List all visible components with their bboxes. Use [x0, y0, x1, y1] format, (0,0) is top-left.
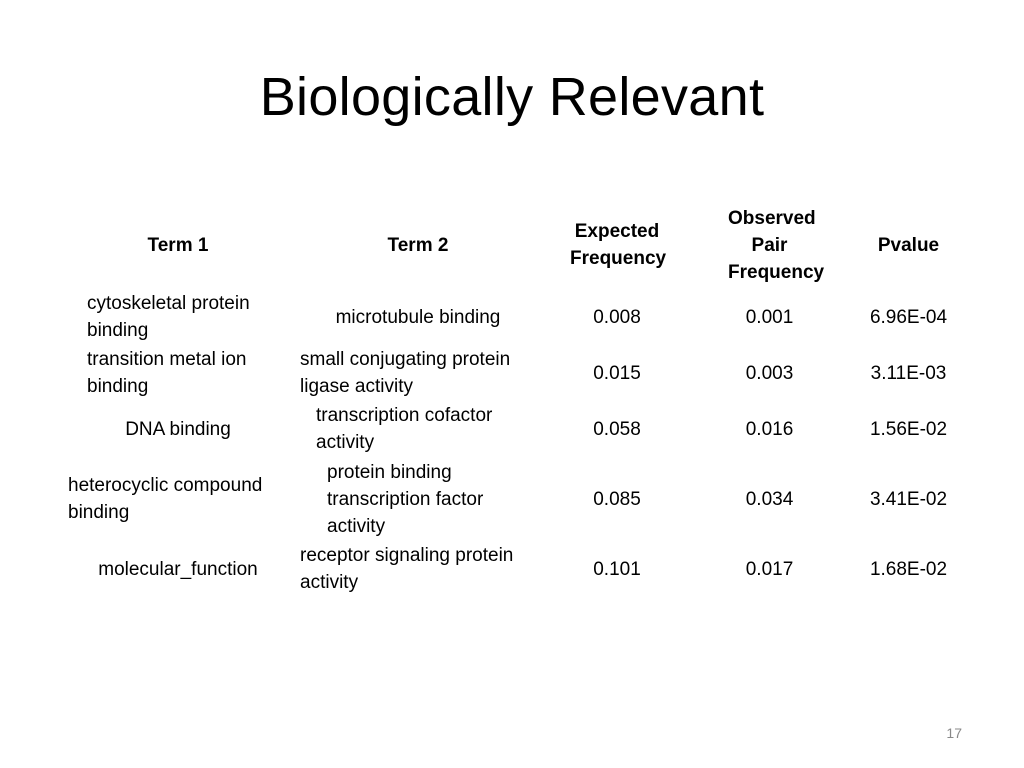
cell-observed-pair-frequency: 0.016: [745, 418, 794, 440]
cell-observed-pair-frequency: 0.001: [745, 306, 794, 328]
page-number: 17: [946, 725, 962, 741]
cell-term-2-text: small conjugating protein ligase activit…: [300, 349, 511, 397]
cell-term-2-text: microtubule binding: [335, 306, 501, 328]
cell-pvalue: 1.56E-02: [869, 418, 948, 440]
header-term-2: Term 2: [387, 234, 449, 256]
results-table: Term 1 Term 2 Expected Frequency Observe…: [62, 201, 970, 597]
cell-term-1: cytoskeletal protein binding: [62, 289, 294, 345]
table-row: transition metal ion binding small conju…: [62, 345, 970, 401]
cell-expected-frequency: 0.008: [593, 306, 641, 328]
header-pvalue: Pvalue: [877, 234, 940, 256]
results-table-container: Term 1 Term 2 Expected Frequency Observe…: [62, 201, 970, 597]
cell-term-1: DNA binding: [62, 401, 294, 457]
cell-term-2: small conjugating protein ligase activit…: [294, 345, 542, 401]
table-header: Term 1 Term 2 Expected Frequency Observe…: [62, 201, 970, 289]
header-observed-pair-frequency: Observed Pair Frequency: [728, 207, 825, 283]
table-row: DNA binding transcription cofactor activ…: [62, 401, 970, 457]
slide-title: Biologically Relevant: [259, 67, 765, 127]
cell-term-1-text: transition metal ion binding: [87, 349, 247, 397]
cell-observed-pair-frequency: 0.003: [745, 362, 794, 384]
cell-expected-frequency: 0.058: [593, 418, 641, 440]
cell-term-1-text: cytoskeletal protein binding: [87, 293, 250, 341]
header-expected-frequency: Expected Frequency: [570, 221, 667, 269]
cell-term-2-text: transcription cofactor activity: [316, 405, 493, 453]
cell-term-2-text: receptor signaling protein activity: [300, 545, 514, 593]
cell-pvalue: 3.11E-03: [870, 362, 947, 384]
cell-term-1: heterocyclic compound binding: [62, 457, 294, 541]
cell-term-2-text: protein binding transcription factor act…: [327, 461, 484, 537]
cell-term-1: transition metal ion binding: [62, 345, 294, 401]
cell-pvalue: 3.41E-02: [869, 488, 948, 510]
cell-pvalue: 6.96E-04: [869, 306, 948, 328]
header-term-1: Term 1: [147, 234, 209, 256]
cell-observed-pair-frequency: 0.017: [745, 558, 794, 580]
cell-expected-frequency: 0.015: [593, 362, 641, 384]
cell-term-1-text: molecular_function: [98, 558, 258, 580]
cell-term-2: transcription cofactor activity: [294, 401, 542, 457]
cell-observed-pair-frequency: 0.034: [745, 488, 794, 510]
cell-term-1-text: DNA binding: [125, 418, 231, 440]
cell-term-2: receptor signaling protein activity: [294, 541, 542, 597]
cell-term-1-text: heterocyclic compound binding: [68, 475, 263, 523]
cell-term-2: microtubule binding: [294, 289, 542, 345]
cell-expected-frequency: 0.085: [593, 488, 641, 510]
cell-pvalue: 1.68E-02: [869, 558, 948, 580]
table-row: molecular_function receptor signaling pr…: [62, 541, 970, 597]
cell-expected-frequency: 0.101: [593, 558, 641, 580]
cell-term-2: protein binding transcription factor act…: [294, 457, 542, 541]
table-row: heterocyclic compound binding protein bi…: [62, 457, 970, 541]
header-row: Term 1 Term 2 Expected Frequency Observe…: [62, 201, 970, 289]
table-row: cytoskeletal protein binding microtubule…: [62, 289, 970, 345]
cell-term-1: molecular_function: [62, 541, 294, 597]
table-body: cytoskeletal protein binding microtubule…: [62, 289, 970, 597]
